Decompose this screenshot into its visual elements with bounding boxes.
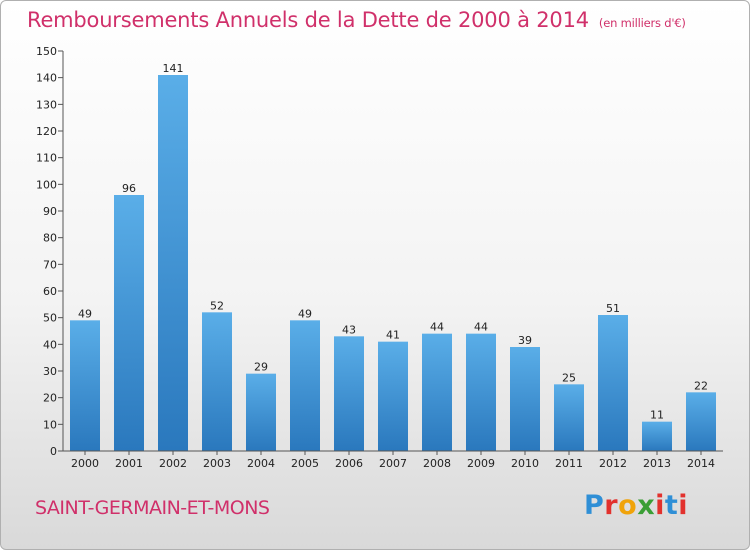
chart-title-text: Remboursements Annuels de la Dette de 20… — [27, 8, 589, 32]
bar-value-label: 44 — [430, 321, 444, 334]
x-tick-label: 2005 — [291, 457, 319, 470]
x-tick-label: 2004 — [247, 457, 275, 470]
y-tick-label: 60 — [43, 285, 57, 298]
logo-letter: r — [604, 490, 619, 521]
bar-value-label: 49 — [298, 307, 312, 320]
x-tick-label: 2000 — [71, 457, 99, 470]
x-axis: 2000 2001 2002 2003 2004 2005 2006 2007 2008 2009… — [63, 450, 723, 470]
y-tick-label: 10 — [43, 418, 57, 431]
bar-value-label: 22 — [694, 379, 708, 392]
bar-value-label: 25 — [562, 371, 576, 384]
bar-2014 — [686, 392, 716, 451]
x-tick-label: 2009 — [467, 457, 495, 470]
bar-value-label: 39 — [518, 334, 532, 347]
bar-2005 — [290, 320, 320, 451]
y-tick-label: 50 — [43, 312, 57, 325]
bar-2006 — [334, 336, 364, 451]
logo-letter: i — [655, 490, 665, 521]
y-tick-label: 120 — [36, 125, 57, 138]
chart-unit: (en milliers d'€) — [598, 16, 686, 30]
bar-2008 — [422, 333, 452, 451]
y-tick-label: 0 — [50, 445, 57, 458]
x-tick-label: 2010 — [511, 457, 539, 470]
city-name: SAINT-GERMAIN-ET-MONS — [35, 497, 270, 519]
y-tick-label: 40 — [43, 338, 57, 351]
y-tick-label: 140 — [36, 72, 57, 85]
y-axis: 0 10 20 30 40 50 60 70 80 90 100 110 120 130 140 150 — [36, 45, 64, 458]
x-tick-label: 2002 — [159, 457, 187, 470]
x-tick-label: 2008 — [423, 457, 451, 470]
bar-value-label: 96 — [122, 182, 136, 195]
x-tick-label: 2003 — [203, 457, 231, 470]
bar-2009 — [466, 333, 496, 451]
y-tick-label: 30 — [43, 365, 57, 378]
bar-2010 — [510, 347, 540, 451]
y-tick-label: 70 — [43, 258, 57, 271]
x-tick-label: 2001 — [115, 457, 143, 470]
bar-value-label: 141 — [163, 62, 184, 75]
proxiti-logo: Proxiti — [584, 490, 688, 521]
bar-value-label: 43 — [342, 323, 356, 336]
y-tick-label: 150 — [36, 45, 57, 58]
bar-2001 — [114, 195, 144, 451]
y-tick-label: 130 — [36, 98, 57, 111]
bars: 49 96 141 52 29 49 43 41 44 44 39 25 51 11 22 — [70, 62, 716, 451]
logo-letter: P — [584, 490, 605, 521]
y-tick-label: 20 — [43, 392, 57, 405]
bar-value-label: 51 — [606, 302, 620, 315]
bar-2013 — [642, 421, 672, 451]
bar-2002 — [158, 75, 188, 451]
bar-value-label: 44 — [474, 321, 488, 334]
bar-2000 — [70, 320, 100, 451]
y-tick-label: 80 — [43, 232, 57, 245]
logo-letter: i — [678, 490, 689, 521]
bar-value-label: 49 — [78, 307, 92, 320]
x-tick-label: 2007 — [379, 457, 407, 470]
bar-value-label: 52 — [210, 299, 224, 312]
y-tick-label: 100 — [36, 178, 57, 191]
x-tick-label: 2011 — [555, 457, 583, 470]
logo-letter: o — [618, 490, 638, 521]
bar-2007 — [378, 341, 408, 451]
y-tick-label: 110 — [36, 152, 57, 165]
bar-value-label: 41 — [386, 329, 400, 342]
bar-2012 — [598, 315, 628, 451]
bar-value-label: 29 — [254, 361, 268, 374]
logo-letter: x — [637, 490, 656, 521]
bar-2011 — [554, 384, 584, 451]
bar-2004 — [246, 373, 276, 451]
chart-title: Remboursements Annuels de la Dette de 20… — [27, 8, 686, 32]
logo-letter: t — [664, 490, 679, 521]
bar-2003 — [202, 312, 232, 451]
x-tick-label: 2006 — [335, 457, 363, 470]
y-tick-label: 90 — [43, 205, 57, 218]
x-tick-label: 2013 — [643, 457, 671, 470]
x-tick-label: 2014 — [687, 457, 715, 470]
x-tick-label: 2012 — [599, 457, 627, 470]
bar-value-label: 11 — [650, 409, 664, 422]
